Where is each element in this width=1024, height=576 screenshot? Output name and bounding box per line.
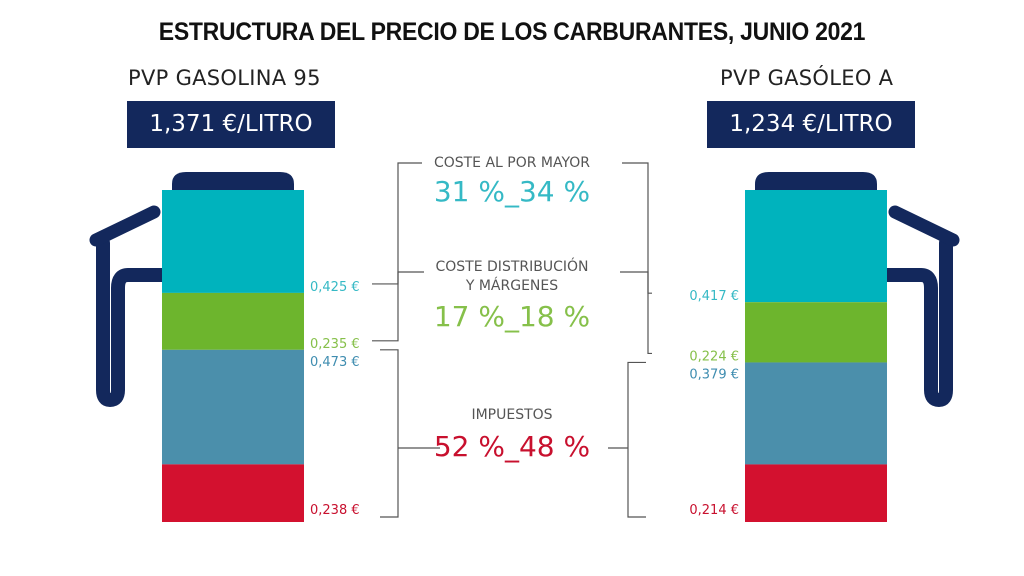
- value-label-0-1: 0,235 €: [310, 337, 360, 352]
- pump-hose-1: [878, 236, 953, 407]
- group-percent-taxes: 52 %_48 %: [434, 430, 590, 463]
- pump-nozzle-0: [89, 205, 161, 247]
- bar-segment-1-3: [745, 464, 887, 522]
- value-label-0-3: 0,238 €: [310, 503, 360, 518]
- connector-distribution-right: [620, 271, 652, 355]
- price-box-gasoleo: 1,234 €/LITRO: [707, 101, 915, 148]
- value-label-1-3: 0,214 €: [689, 503, 739, 518]
- bar-segment-1-2: [745, 362, 887, 465]
- group-percent-distribution: 17 %_18 %: [434, 300, 590, 333]
- value-label-1-0: 0,417 €: [689, 289, 739, 304]
- value-label-1-2: 0,379 €: [689, 367, 739, 382]
- pump-top-1: [755, 172, 877, 192]
- product-name-gasolina: PVP GASOLINA 95: [128, 66, 321, 90]
- bar-segment-0-0: [162, 190, 304, 293]
- group-label-taxes: IMPUESTOS: [471, 407, 552, 423]
- group-label-distribution-line1: COSTE DISTRIBUCIÓN: [436, 257, 589, 275]
- pump-nozzle-1: [888, 205, 960, 247]
- bar-segment-0-1: [162, 292, 304, 350]
- bracket-taxes-left: [380, 349, 440, 518]
- group-percent-wholesale: 31 %_34 %: [434, 175, 590, 208]
- price-box-gasolina: 1,371 €/LITRO: [127, 101, 335, 148]
- bracket-taxes-right: [608, 361, 646, 518]
- group-label-wholesale: COSTE AL POR MAYOR: [434, 155, 590, 171]
- product-name-gasoleo: PVP GASÓLEO A: [720, 66, 894, 90]
- bar-segment-0-3: [162, 464, 304, 522]
- connector-distribution-left: [372, 271, 424, 342]
- bar-segment-1-0: [745, 190, 887, 303]
- bar-segment-0-2: [162, 349, 304, 465]
- connector-wholesale-right: [622, 162, 652, 294]
- chart-title: ESTRUCTURA DEL PRECIO DE LOS CARBURANTES…: [158, 18, 866, 46]
- pump-hose-0: [96, 236, 171, 407]
- connector-wholesale-left: [372, 162, 422, 285]
- value-label-0-0: 0,425 €: [310, 280, 360, 295]
- value-label-0-2: 0,473 €: [310, 355, 360, 370]
- value-label-1-1: 0,224 €: [689, 349, 739, 364]
- bar-segment-1-1: [745, 302, 887, 363]
- group-label-distribution-line2: Y MÁRGENES: [465, 277, 558, 294]
- pump-top-0: [172, 172, 294, 192]
